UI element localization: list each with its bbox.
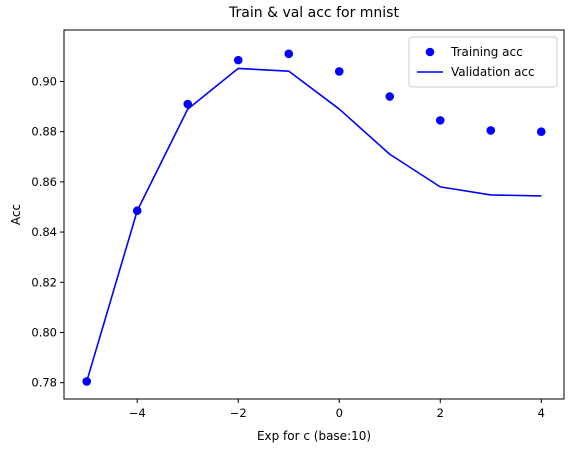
training-acc-point: [284, 49, 294, 59]
legend-label: Validation acc: [451, 65, 535, 79]
validation-acc-line: [85, 67, 542, 382]
x-tick-label: 2: [437, 406, 444, 420]
y-tick-label: 0.88: [31, 125, 57, 139]
legend-label: Training acc: [450, 45, 523, 59]
training-acc-point: [233, 55, 243, 65]
y-tick-label: 0.86: [31, 175, 57, 189]
legend-box: [408, 36, 558, 88]
training-acc-point: [385, 92, 395, 101]
x-axis: −4 −2 0 2 4: [129, 399, 545, 420]
y-tick-label: 0.80: [31, 325, 57, 339]
y-tick-label: 0.90: [31, 74, 57, 88]
y-axis: 0.78 0.80 0.82 0.84 0.86 0.88 0.90: [31, 74, 64, 390]
y-tick-label: 0.78: [31, 376, 57, 390]
y-tick-label: 0.82: [31, 275, 57, 289]
series-layer: [82, 49, 546, 386]
x-tick-label: −2: [230, 406, 247, 420]
training-acc-point: [334, 67, 344, 76]
axes-frame: [63, 29, 565, 400]
x-tick-label: −4: [129, 406, 146, 420]
training-acc-point: [183, 99, 193, 109]
x-tick-label: 0: [336, 406, 343, 420]
training-acc-point: [132, 206, 142, 216]
training-acc-point: [486, 126, 496, 135]
x-tick-label: 4: [538, 406, 545, 420]
y-tick-label: 0.84: [31, 225, 57, 239]
chart-title: Train & val acc for mnist: [228, 5, 399, 21]
training-acc-point: [536, 127, 546, 136]
training-acc-point: [82, 377, 92, 386]
training-acc-point: [435, 116, 445, 125]
x-axis-title: Exp for c (base:10): [257, 429, 371, 443]
legend: Training acc Validation acc: [408, 36, 558, 88]
legend-marker-training-acc: [425, 47, 435, 57]
y-axis-title: Acc: [9, 204, 23, 225]
